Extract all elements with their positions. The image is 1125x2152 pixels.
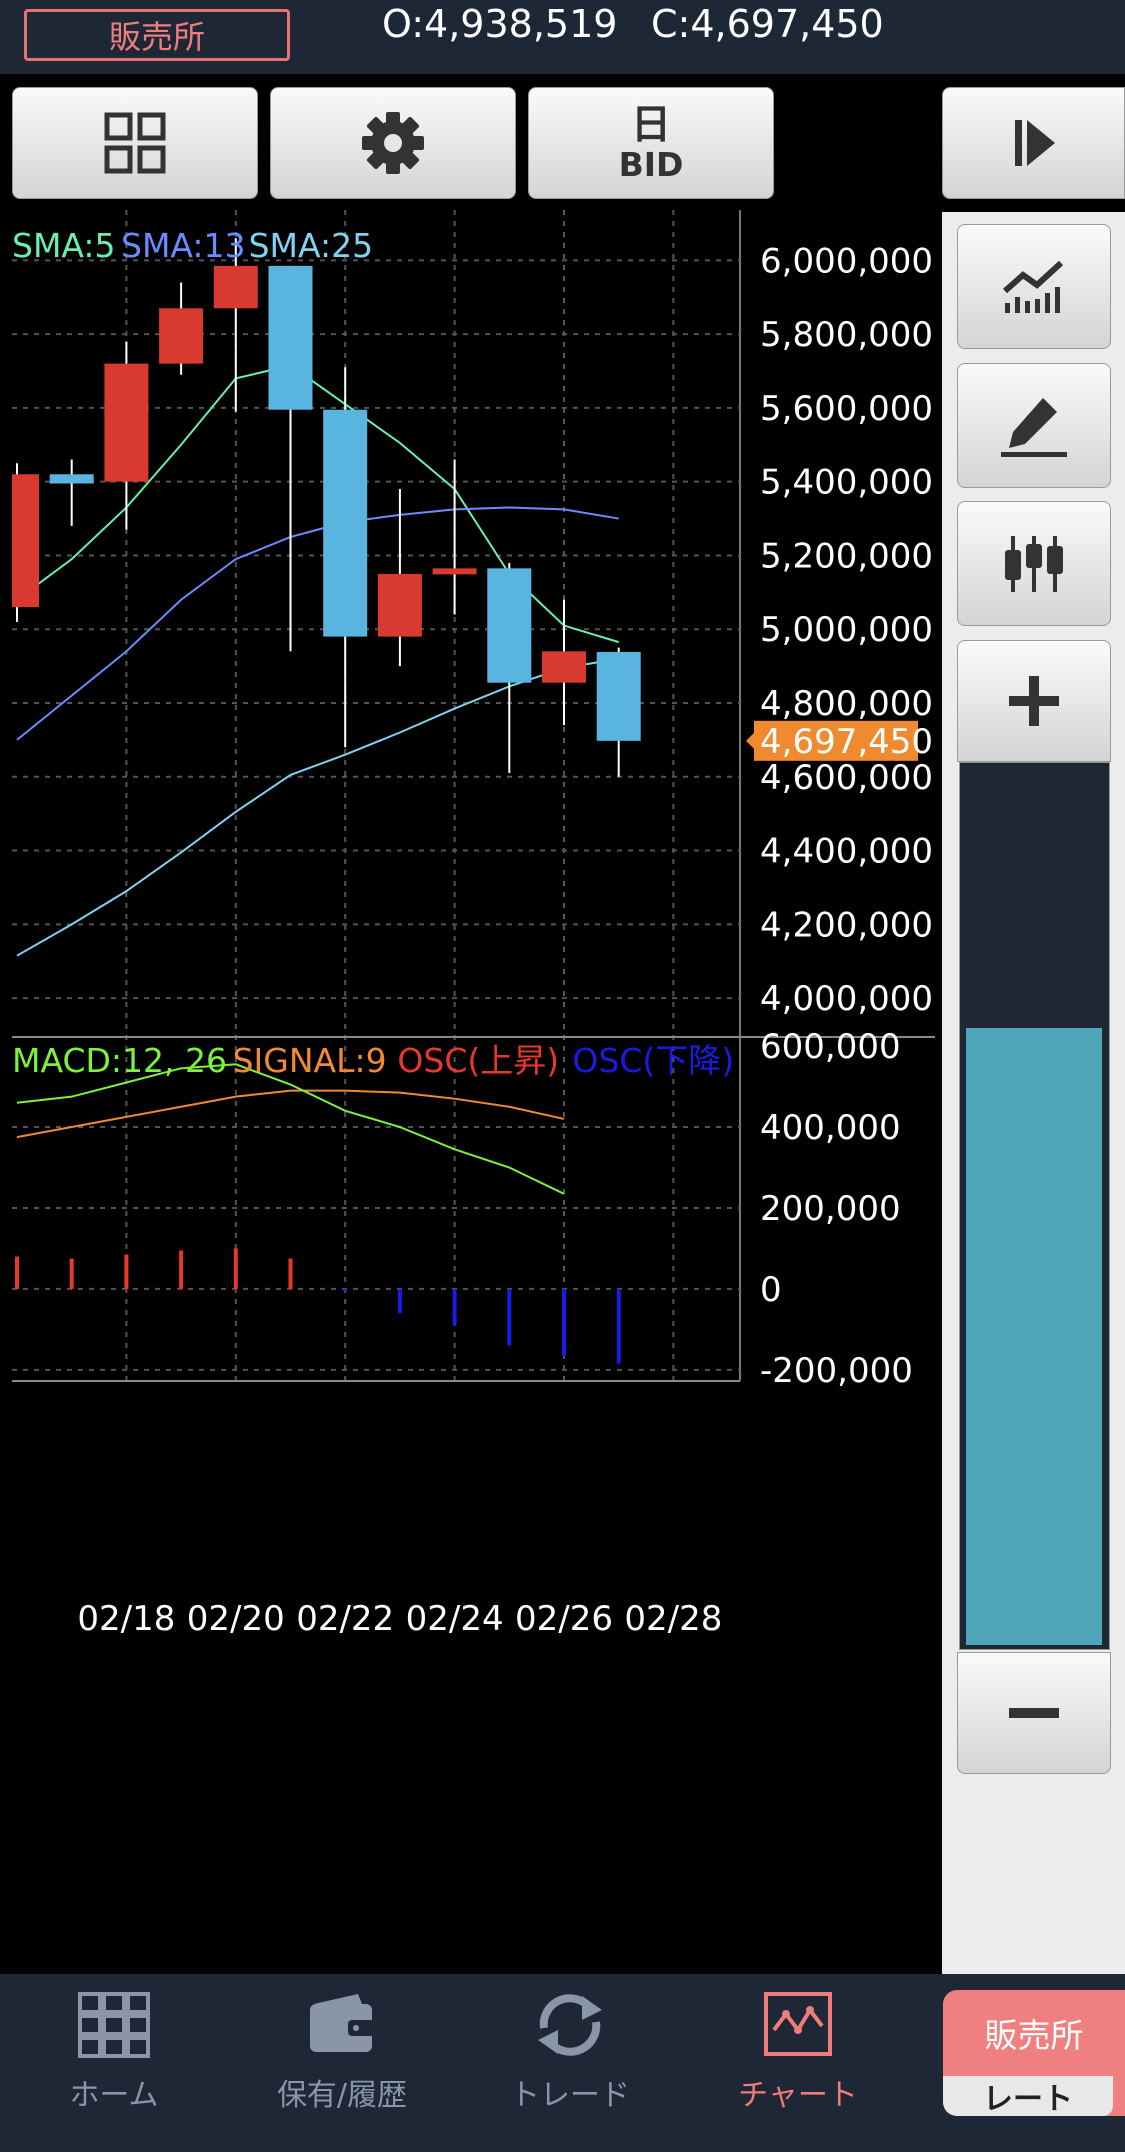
candle-body — [213, 265, 258, 309]
sma25-line — [16, 657, 619, 957]
nav-trade[interactable]: トレード — [470, 1990, 670, 2114]
nav-holdings[interactable]: 保有/履歴 — [242, 1990, 442, 2114]
date-tick-label: 02/18 — [77, 1599, 175, 1639]
price-tick-label: 5,400,000 — [760, 463, 933, 503]
settings-button[interactable] — [270, 87, 516, 199]
chart-icon — [764, 1992, 832, 2056]
bottom-nav — [0, 1974, 1125, 2152]
price-tick-label: 4,400,000 — [760, 832, 933, 872]
current-price-label: 4,697,450 — [760, 722, 933, 762]
layout-button[interactable] — [12, 87, 258, 199]
candle-body — [49, 474, 94, 484]
candle-body — [596, 651, 641, 741]
gear-icon — [362, 112, 424, 174]
wallet-icon — [310, 1994, 374, 2052]
date-tick-label: 02/22 — [296, 1599, 394, 1639]
sma-legend-0: SMA:5 — [12, 226, 116, 265]
price-tick-label: 4,800,000 — [760, 684, 933, 724]
candle-body — [377, 573, 422, 637]
current-price-pointer — [746, 732, 754, 749]
grid-icon — [104, 112, 166, 174]
macd-tick-label: 0 — [760, 1270, 782, 1310]
open-price: O:4,938,519 — [382, 2, 618, 46]
plus-icon — [1009, 676, 1059, 726]
sales-tag: 販売所 — [24, 9, 290, 61]
candle-style-button[interactable] — [957, 501, 1111, 626]
price-tick-label: 4,000,000 — [760, 979, 933, 1019]
period-button[interactable]: 日 BID — [528, 87, 774, 199]
candle-body — [104, 363, 149, 482]
nav-chart-label: チャート — [738, 2078, 858, 2113]
nav-home[interactable]: ホーム — [14, 1990, 214, 2114]
chart-indicator-icon — [1003, 260, 1064, 313]
date-tick-label: 02/20 — [187, 1599, 285, 1639]
nav-trade-label: トレード — [510, 2078, 630, 2113]
zoom-in-button[interactable] — [957, 640, 1111, 762]
price-tick-label: 5,200,000 — [760, 536, 933, 576]
play-button[interactable] — [942, 87, 1125, 199]
rate-button-bottom: レート — [943, 2076, 1113, 2116]
date-tick-label: 02/24 — [406, 1599, 504, 1639]
date-tick-label: 02/26 — [515, 1599, 613, 1639]
close-price: C:4,697,450 — [651, 2, 884, 46]
sma-legend-2: SMA:25 — [249, 226, 374, 265]
nav-chart[interactable]: チャート — [698, 1990, 898, 2114]
zoom-slider-fill — [966, 1028, 1102, 1645]
nav-holdings-label: 保有/履歴 — [276, 2078, 408, 2113]
current-price-badge — [754, 720, 918, 761]
candle-body — [323, 409, 368, 637]
macd-legend-0: MACD:12, 26 — [12, 1041, 227, 1080]
price-tick-label: 6,000,000 — [760, 241, 933, 281]
macd-legend-3: OSC(下降) — [572, 1041, 734, 1080]
rate-button[interactable]: 販売所 レート — [943, 1990, 1125, 2116]
signal-line — [16, 1089, 565, 1139]
nav-home-label: ホーム — [69, 2078, 159, 2113]
candle-body — [12, 474, 39, 608]
candle-body — [487, 568, 532, 683]
macd-tick-label: 200,000 — [760, 1189, 901, 1229]
top-bar: 販売所 O:4,938,519 C:4,697,450 — [0, 0, 1125, 74]
macd-line — [16, 1063, 565, 1195]
price-tick-label: 5,800,000 — [760, 315, 933, 355]
draw-button[interactable] — [957, 363, 1111, 488]
candle-body — [159, 308, 204, 364]
rate-button-top: 販売所 — [984, 2016, 1084, 2055]
period-label: 日 — [631, 102, 671, 148]
minus-icon — [1009, 1708, 1059, 1718]
price-chart[interactable]: 6,000,000 5,800,000 5,600,000 5,400,000 5,20… — [0, 200, 940, 1940]
candle-body — [542, 651, 586, 683]
macd-legend-1: SIGNAL:9 — [233, 1041, 387, 1080]
candle-body — [432, 568, 477, 575]
zoom-out-button[interactable] — [957, 1652, 1111, 1774]
macd-tick-label: 600,000 — [760, 1027, 901, 1067]
sma13-line — [16, 506, 619, 741]
price-tick-label: 5,000,000 — [760, 610, 933, 650]
macd-legend-2: OSC(上昇) — [397, 1041, 559, 1080]
pencil-icon — [1001, 397, 1067, 457]
indicator-button[interactable] — [957, 224, 1111, 349]
candlestick-icon — [1005, 535, 1063, 592]
exchange-icon — [538, 1994, 602, 2056]
sma-legend-1: SMA:13 — [121, 226, 246, 265]
price-tick-label: 4,600,000 — [760, 758, 933, 798]
candle-body — [268, 265, 313, 410]
step-forward-icon — [1014, 120, 1055, 166]
date-tick-label: 02/28 — [624, 1599, 722, 1639]
price-tick-label: 4,200,000 — [760, 905, 933, 945]
macd-tick-label: -200,000 — [760, 1351, 913, 1391]
price-type-label: BID — [618, 145, 684, 184]
macd-tick-label: 400,000 — [760, 1108, 901, 1148]
home-grid-icon — [78, 1992, 150, 2058]
price-tick-label: 5,600,000 — [760, 389, 933, 429]
